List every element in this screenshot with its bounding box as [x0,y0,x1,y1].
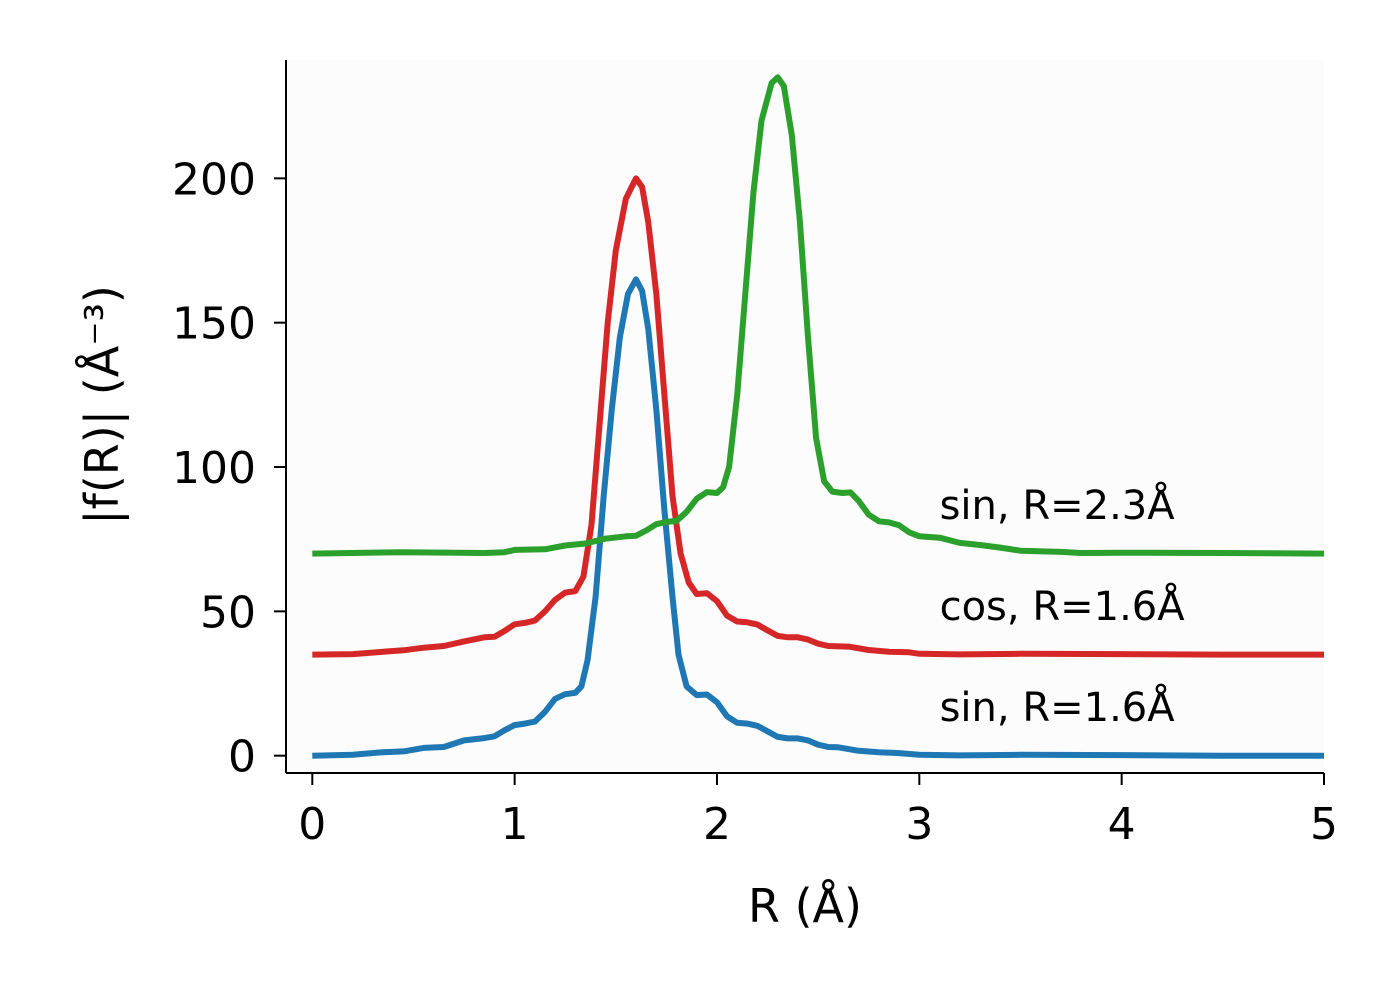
y-axis-label: |f(R)| (Å⁻³) [75,285,130,525]
y-ticks: 0 50 100 150 200 [172,154,286,783]
y-tick-label: 50 [200,587,256,638]
series-label-2: sin, R=2.3Å [940,481,1176,529]
y-tick-label: 0 [228,732,256,783]
x-ticks: 0 1 2 3 4 5 [298,773,1338,850]
series-labels: sin, R=1.6Å cos, R=1.6Å sin, R=2.3Å [940,481,1186,731]
series-line-2 [312,74,1325,557]
y-tick-label: 150 [172,299,256,350]
x-tick-label: 2 [703,799,731,850]
series-line-0 [312,276,1324,759]
x-tick-label: 0 [298,799,326,850]
series-layer [312,74,1325,759]
x-tick-label: 1 [501,799,529,850]
x-tick-label: 4 [1108,799,1136,850]
x-tick-label: 5 [1310,799,1338,850]
series-label-0: sin, R=1.6Å [940,683,1176,731]
x-tick-label: 3 [905,799,933,850]
plot-background [286,60,1324,773]
x-axis-label: R (Å) [748,879,862,933]
y-tick-label: 100 [172,443,256,494]
series-label-1: cos, R=1.6Å [940,582,1186,630]
series-line-1 [312,175,1324,658]
y-tick-label: 200 [172,154,256,205]
